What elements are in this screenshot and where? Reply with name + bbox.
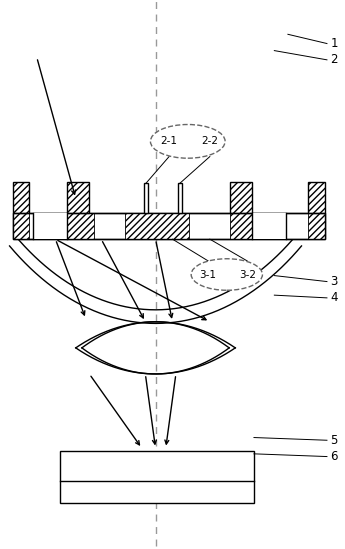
Text: 3-1: 3-1 (200, 270, 217, 279)
Text: 2: 2 (331, 53, 338, 66)
Bar (230, 213, 252, 239)
Bar (252, 213, 286, 239)
Bar (125, 213, 189, 239)
Text: 5: 5 (331, 434, 338, 447)
Bar (13, 182, 29, 213)
Bar (13, 213, 325, 239)
Ellipse shape (191, 259, 263, 290)
Bar (308, 182, 325, 213)
Bar (13, 213, 325, 239)
Bar (67, 182, 89, 213)
Bar (33, 213, 67, 239)
Text: 1: 1 (331, 37, 338, 50)
Text: 3-2: 3-2 (239, 270, 256, 279)
Bar (60, 451, 254, 503)
Text: 3: 3 (331, 275, 338, 288)
Text: 4: 4 (331, 292, 338, 304)
Bar (67, 213, 95, 239)
Text: 6: 6 (331, 450, 338, 463)
Ellipse shape (150, 125, 225, 158)
Text: 2-2: 2-2 (201, 136, 218, 147)
Bar (178, 183, 183, 213)
Bar (308, 213, 325, 239)
Bar (13, 213, 29, 239)
Bar (144, 183, 148, 213)
Text: 2-1: 2-1 (161, 136, 178, 147)
Bar (230, 182, 252, 213)
